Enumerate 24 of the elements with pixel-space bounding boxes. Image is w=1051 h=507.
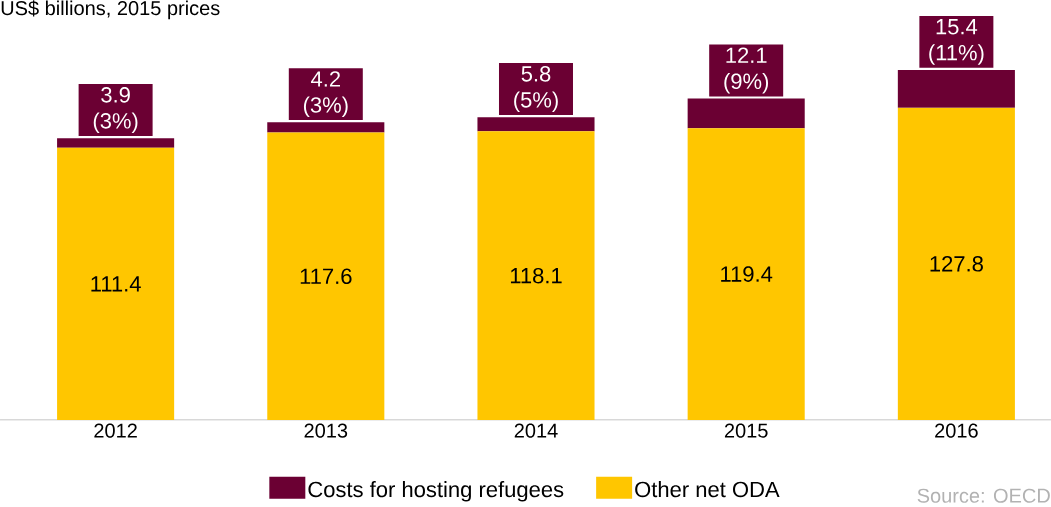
source-note: Source: OECD [917,488,1050,503]
bar [477,131,595,420]
x-tick-label: 2012 [94,423,137,438]
data-label: 3.9 (3%) [93,87,138,133]
x-tick-label: 2014 [514,423,558,438]
x-tick-label: 2016 [935,423,978,438]
x-tick-label: 2013 [304,423,348,438]
bar [57,147,175,420]
data-label: 117.6 [300,268,352,285]
bar [267,132,385,420]
data-label: 118.1 [510,267,562,284]
bar [897,107,1015,420]
data-label: 127.8 [930,256,983,272]
data-label: 12.1 (9%) [724,47,769,94]
legend-label: Other net ODA [635,481,780,498]
legend-label: Costs for hosting refugees [308,481,564,502]
data-label: 15.4 (11%) [929,19,984,65]
chart-title: US$ billions, 2015 prices [1,0,220,20]
bar [687,128,805,420]
data-label: 5.8 (5%) [514,66,558,112]
data-label: 119.4 [721,266,773,282]
x-tick-label: 2015 [724,423,768,438]
data-label: 4.2 (3%) [303,71,348,118]
data-label: 111.4 [91,276,141,292]
